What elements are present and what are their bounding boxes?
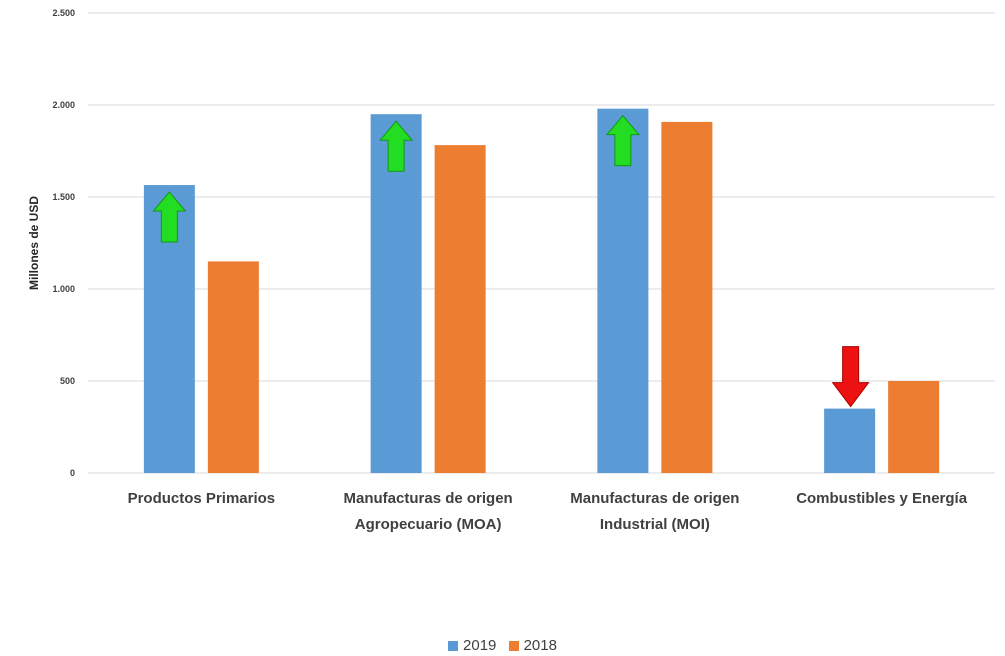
y-tick-labels: 0 500 1.000 1.500 2.000 2.500 xyxy=(52,8,75,478)
legend-label-2018: 2018 xyxy=(523,637,557,654)
x-category-label: Combustibles y Energía xyxy=(796,490,968,507)
bar-2019 xyxy=(597,108,649,474)
legend-swatch-2019 xyxy=(448,640,459,651)
y-tick-label: 0 xyxy=(70,468,75,478)
bar-2018 xyxy=(207,261,259,473)
y-tick-label: 2.000 xyxy=(52,100,75,110)
y-axis-title: Millones de USD xyxy=(27,196,41,290)
bar-2018 xyxy=(661,121,713,473)
x-category-label: Agropecuario (MOA) xyxy=(355,516,502,533)
arrow-down-icon xyxy=(831,346,870,408)
bar-2018 xyxy=(434,145,486,473)
legend-item-2019: 2019 xyxy=(448,637,496,654)
category-labels: Productos Primarios Manufacturas de orige… xyxy=(128,490,968,533)
legend-label-2019: 2019 xyxy=(463,637,497,654)
y-tick-label: 500 xyxy=(60,376,75,386)
arrow-up-icon xyxy=(605,114,640,167)
y-tick-label: 2.500 xyxy=(52,8,75,18)
y-tick-label: 1.500 xyxy=(52,192,75,202)
x-category-label: Manufacturas de origen xyxy=(344,490,513,507)
x-category-label: Industrial (MOI) xyxy=(600,516,710,533)
arrow-up-icon xyxy=(152,191,187,243)
legend-item-2018: 2018 xyxy=(508,637,557,654)
trend-arrows xyxy=(152,114,870,408)
legend-swatch-2018 xyxy=(508,640,519,651)
arrow-up-icon xyxy=(379,120,414,172)
y-tick-label: 1.000 xyxy=(52,284,75,294)
legend: 2019 2018 xyxy=(0,637,1005,655)
bars xyxy=(143,108,940,474)
bar-2019 xyxy=(824,408,876,473)
x-category-label: Manufacturas de origen xyxy=(570,490,739,507)
bar-2019 xyxy=(370,114,422,473)
x-category-label: Productos Primarios xyxy=(128,490,276,507)
bar-2018 xyxy=(888,381,940,473)
